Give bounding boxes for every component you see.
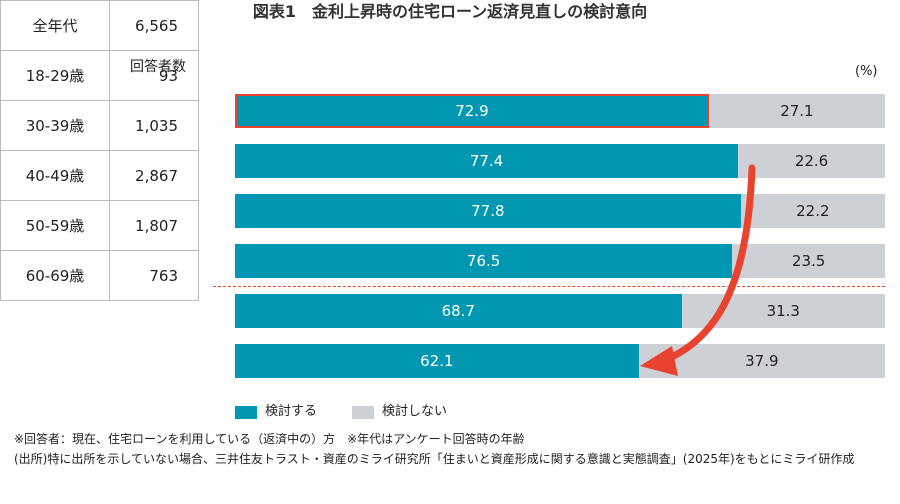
count-value: 2,867 — [109, 150, 199, 201]
table-row: 全年代 6,565 — [0, 0, 199, 51]
respondent-table: 全年代 6,565 18-29歳 93 30-39歳 1,035 40-49歳 2,867 50… — [0, 0, 199, 301]
legend-label: 検討する — [265, 404, 318, 419]
legend-label: 検討しない — [382, 404, 448, 419]
footnotes: ※回答者：現在、住宅ローンを利用している（返済中の）方 ※年代はアンケート回答時… — [14, 430, 890, 468]
bar-consider: 68.7 — [235, 294, 682, 328]
table-row: 50-59歳 1,807 — [0, 200, 199, 251]
source-note: (出所)特に出所を示していない場合、三井住友トラスト・資産のミライ研究所「住まい… — [14, 452, 855, 466]
age-label: 60-69歳 — [0, 250, 110, 301]
bar-consider: 76.5 — [235, 244, 733, 278]
legend-yes: 検討する — [235, 404, 317, 420]
count-value: 763 — [109, 250, 199, 301]
age-label: 30-39歳 — [0, 100, 110, 151]
footnote: ※回答者：現在、住宅ローンを利用している（返済中の）方 ※年代はアンケート回答時… — [14, 432, 525, 446]
table-row: 30-39歳 1,035 — [0, 100, 199, 151]
count-value: 1,035 — [109, 100, 199, 151]
bar-not-consider: 27.1 — [708, 94, 885, 128]
bar-not-consider: 23.5 — [732, 244, 885, 278]
age-label: 50-59歳 — [0, 200, 110, 251]
bar-consider: 62.1 — [235, 344, 639, 378]
bar-not-consider: 22.6 — [738, 144, 885, 178]
bar-not-consider: 22.2 — [740, 194, 885, 228]
chart-title: 図表1 金利上昇時の住宅ローン返済見直しの検討意向 — [252, 2, 648, 21]
age-label: 全年代 — [0, 0, 110, 51]
bar-consider: 72.9 — [235, 94, 709, 128]
unit-label: (%) — [855, 64, 878, 79]
age-label: 40-49歳 — [0, 150, 110, 201]
count-header: 回答者数 — [130, 59, 186, 75]
table-row: 18-29歳 93 — [0, 50, 199, 101]
table-row: 60-69歳 763 — [0, 250, 199, 301]
legend-swatch — [235, 405, 257, 419]
count-value: 6,565 — [109, 0, 199, 51]
bar-consider: 77.8 — [235, 194, 741, 228]
legend-swatch — [352, 405, 374, 419]
legend-no: 検討しない — [352, 404, 447, 420]
count-value: 93 — [109, 50, 199, 101]
table-row: 40-49歳 2,867 — [0, 150, 199, 201]
divider-dashed-line — [213, 286, 885, 287]
bar-consider: 77.4 — [235, 144, 739, 178]
